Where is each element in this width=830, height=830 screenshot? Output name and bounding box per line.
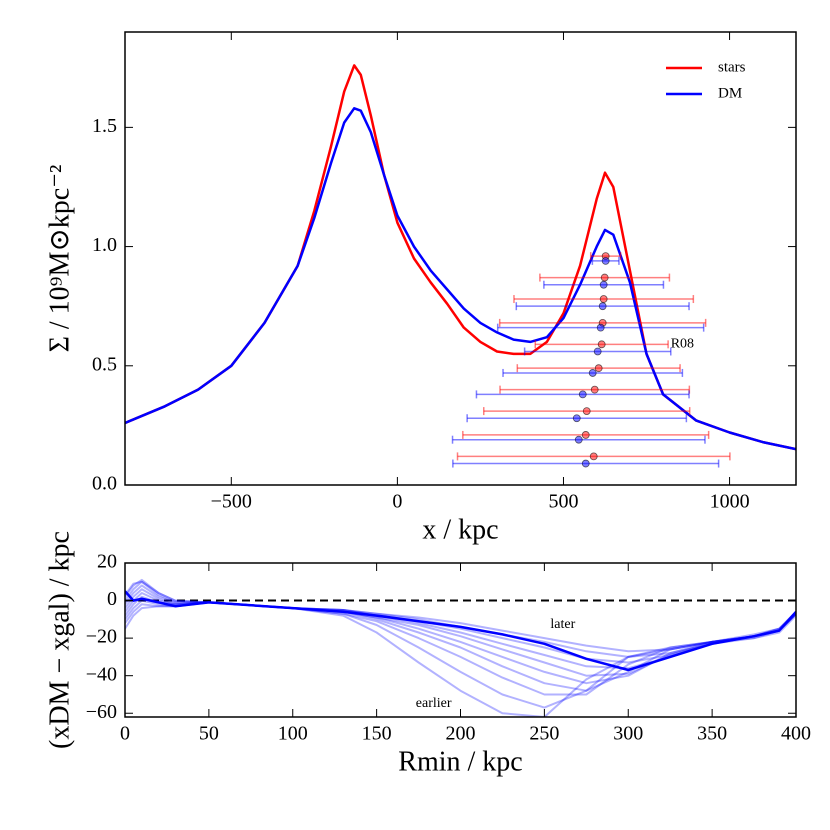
plot-area xyxy=(125,64,796,468)
point xyxy=(600,273,609,282)
annotation: earlier xyxy=(416,696,452,711)
x-tick-label: 100 xyxy=(278,723,308,745)
series-line xyxy=(125,601,796,709)
point xyxy=(574,435,583,444)
y-tick-label: 0.5 xyxy=(92,353,117,375)
point xyxy=(599,280,608,289)
x-tick-label: 400 xyxy=(781,723,811,745)
x-axis-label: Rmin / kpc xyxy=(398,746,522,777)
plot-area xyxy=(125,578,796,717)
point xyxy=(599,295,608,303)
point xyxy=(597,340,606,349)
point xyxy=(581,459,590,468)
y-tick-label: −60 xyxy=(86,701,117,723)
x-tick-label: 0 xyxy=(120,723,130,745)
y-tick-label: 1.5 xyxy=(92,115,117,137)
y-tick-label: −40 xyxy=(86,663,117,685)
x-tick-label: 1000 xyxy=(710,491,750,513)
series-line xyxy=(125,601,796,717)
x-tick-label: 250 xyxy=(529,723,559,745)
series-line xyxy=(125,592,796,685)
legend-label: DM xyxy=(718,85,742,101)
y-tick-label: 1.0 xyxy=(92,234,117,256)
x-tick-label: 300 xyxy=(613,723,643,745)
x-tick-label: 200 xyxy=(446,723,476,745)
axes-frame xyxy=(124,562,797,718)
series-line xyxy=(125,599,796,696)
point xyxy=(589,452,598,461)
y-axis-label: Σ / 10⁹M⊙kpc⁻² xyxy=(44,165,75,353)
series-line xyxy=(125,588,796,677)
x-tick-label: 50 xyxy=(199,723,219,745)
x-tick-label: 350 xyxy=(697,723,727,745)
point xyxy=(593,347,602,356)
legend-label: stars xyxy=(718,59,746,75)
series-line xyxy=(125,590,796,672)
y-tick-label: 20 xyxy=(97,551,117,573)
series-line xyxy=(125,580,796,653)
point xyxy=(601,256,610,265)
x-tick-label: −500 xyxy=(211,491,252,513)
y-tick-label: −20 xyxy=(86,626,117,648)
annotation: later xyxy=(550,617,575,632)
point xyxy=(582,407,591,415)
point xyxy=(594,364,603,373)
x-tick-label: 0 xyxy=(392,491,402,513)
series-line xyxy=(125,64,796,451)
point xyxy=(590,385,599,394)
x-axis-label: x / kpc xyxy=(422,514,498,545)
point xyxy=(596,323,605,332)
x-tick-label: 150 xyxy=(362,723,392,745)
y-tick-label: 0 xyxy=(107,588,117,610)
point xyxy=(598,302,607,311)
axes-frame xyxy=(124,31,797,486)
annotation: R08 xyxy=(671,337,694,352)
y-tick-label: 0.0 xyxy=(92,473,117,495)
point xyxy=(588,369,597,377)
series-line xyxy=(125,107,796,451)
y-axis-label: (xDM − xgal) / kpc xyxy=(44,531,75,749)
x-tick-label: 500 xyxy=(548,491,578,513)
point xyxy=(581,431,590,439)
point xyxy=(572,414,581,423)
point xyxy=(578,390,587,399)
